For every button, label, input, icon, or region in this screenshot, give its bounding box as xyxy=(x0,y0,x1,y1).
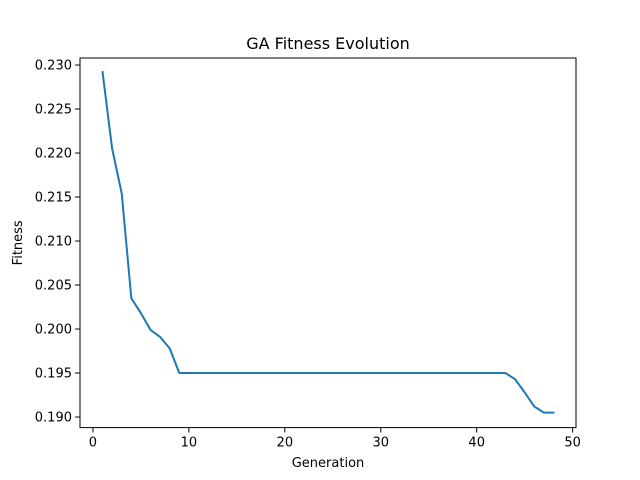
x-axis-label: Generation xyxy=(292,456,365,471)
x-tick-label: 40 xyxy=(468,436,485,451)
series-line xyxy=(101,70,555,414)
y-tick-label: 0.205 xyxy=(35,279,72,294)
x-tick-label: 50 xyxy=(564,436,581,451)
y-tick-label: 0.200 xyxy=(35,323,72,338)
y-axis-label: Fitness xyxy=(11,220,26,265)
x-tick-label: 30 xyxy=(372,436,389,451)
x-tick-label: 0 xyxy=(89,436,97,451)
y-tick-label: 0.190 xyxy=(35,411,72,426)
x-tick-label: 10 xyxy=(181,436,198,451)
y-tick-label: 0.225 xyxy=(35,103,72,118)
y-tick-label: 0.220 xyxy=(35,147,72,162)
chart-title: GA Fitness Evolution xyxy=(246,34,410,53)
axes-frame xyxy=(79,57,577,429)
y-tick-label: 0.195 xyxy=(35,367,72,382)
x-tick-label: 20 xyxy=(277,436,294,451)
y-tick-label: 0.210 xyxy=(35,235,72,250)
y-tick-label: 0.215 xyxy=(35,191,72,206)
x-axis: 0 10 20 30 40 50 xyxy=(89,427,581,451)
y-tick-label: 0.230 xyxy=(35,59,72,74)
y-axis: 0.190 0.195 0.200 0.205 0.210 0.215 0.220 0.225… xyxy=(35,59,80,426)
plot-area xyxy=(101,70,555,414)
